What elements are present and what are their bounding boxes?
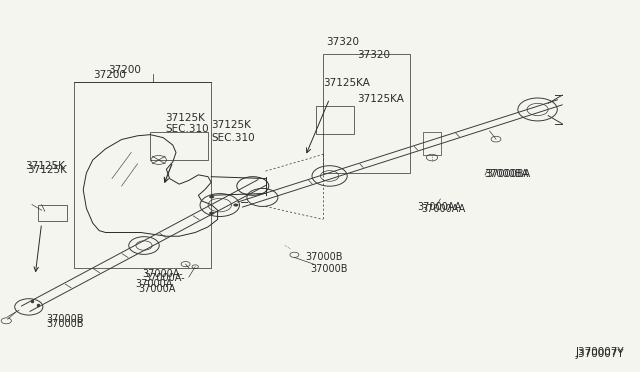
- Text: 37000A: 37000A: [138, 284, 175, 294]
- Text: J370007Y: J370007Y: [575, 349, 624, 359]
- Text: 37000A: 37000A: [136, 279, 173, 289]
- Text: 37000B: 37000B: [46, 319, 84, 329]
- Text: 37125K: 37125K: [27, 165, 67, 175]
- Circle shape: [234, 203, 239, 206]
- Text: SEC.310: SEC.310: [211, 133, 255, 143]
- Bar: [323, 54, 410, 173]
- Text: 37125K: 37125K: [26, 161, 65, 171]
- Text: 37000B: 37000B: [310, 263, 348, 273]
- Bar: [74, 82, 211, 268]
- Text: SEC.310: SEC.310: [165, 124, 209, 134]
- Bar: [150, 132, 208, 160]
- Text: 37000B: 37000B: [305, 252, 343, 262]
- Bar: [316, 106, 354, 134]
- Text: 37000AA: 37000AA: [421, 204, 465, 214]
- Bar: [423, 132, 441, 155]
- Text: 37125KA: 37125KA: [357, 94, 404, 104]
- Text: 37000BA: 37000BA: [484, 169, 529, 179]
- Text: 37125K: 37125K: [165, 113, 205, 123]
- Text: 37000B: 37000B: [46, 314, 84, 324]
- Bar: [38, 205, 67, 221]
- Text: 37125K: 37125K: [211, 120, 251, 130]
- Text: 37000BA: 37000BA: [486, 169, 531, 179]
- Text: 37000AA: 37000AA: [417, 202, 461, 212]
- Text: 37320: 37320: [326, 36, 360, 46]
- Text: 37125KA: 37125KA: [323, 77, 370, 87]
- Text: 37320: 37320: [357, 49, 390, 60]
- Text: 37200: 37200: [108, 64, 141, 74]
- Text: 37200: 37200: [93, 70, 125, 80]
- Text: J370007Y: J370007Y: [575, 347, 624, 357]
- Text: 37000A-: 37000A-: [144, 273, 184, 283]
- Circle shape: [209, 212, 214, 215]
- Text: 37000A-: 37000A-: [142, 269, 182, 279]
- Circle shape: [209, 195, 214, 198]
